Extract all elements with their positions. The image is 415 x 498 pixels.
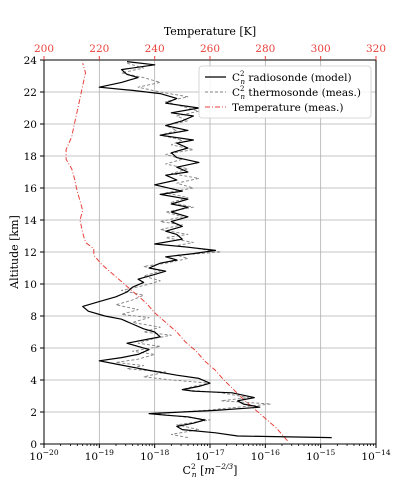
top-x-tick-label: 300 [311,43,331,55]
x-tick-label: 10−18 [140,448,169,463]
top-x-tick-label: 220 [89,43,109,55]
x-tick-label: 10−17 [195,448,224,463]
legend-box [198,65,372,119]
x-tick-label: 10−14 [361,448,390,463]
x-axis-label: C2 n [m−2/3] [183,462,238,479]
y-tick-label: 4 [30,375,37,387]
y-axis-label: Altitude [km] [8,215,21,290]
y-tick-label: 14 [24,215,38,227]
top-x-tick-label: 200 [34,43,54,55]
series-layer [65,61,332,442]
legend: C2 n radiosonde (model)C2 n thermosonde (m… [198,65,372,119]
y-tick-label: 18 [24,151,37,163]
grid-lines [43,59,377,445]
top-x-axis-label: Temperature [K] [164,25,256,38]
top-x-tick-label: 320 [366,43,386,55]
series-line-model [82,61,332,439]
y-tick-label: 6 [30,343,37,355]
x-tick-label: 10−19 [85,448,114,463]
y-tick-label: 12 [24,247,37,259]
series-line-thermosonde [115,62,272,439]
y-tick-label: 8 [30,311,37,323]
series-line-temperature [65,63,288,442]
axis-ticks: 10−20 10−19 10−18 10−17 10−16 10−15 10−1402468… [24,43,391,463]
y-tick-label: 10 [24,279,37,291]
top-x-tick-label: 240 [145,43,165,55]
x-tick-label: 10−16 [251,448,280,463]
y-tick-label: 16 [24,183,38,195]
legend-label: Temperature (meas.) [232,102,343,114]
y-tick-label: 22 [24,87,37,99]
legend-label: C2 n radiosonde (model) [232,70,352,86]
y-tick-label: 2 [30,407,37,419]
legend-label: C2 n thermosonde (meas.) [232,85,361,101]
y-tick-label: 0 [30,439,37,451]
top-x-tick-label: 280 [255,43,275,55]
x-tick-label: 10−15 [306,448,335,463]
top-x-tick-label: 260 [200,43,220,55]
y-tick-label: 20 [24,119,37,131]
y-tick-label: 24 [24,55,38,67]
